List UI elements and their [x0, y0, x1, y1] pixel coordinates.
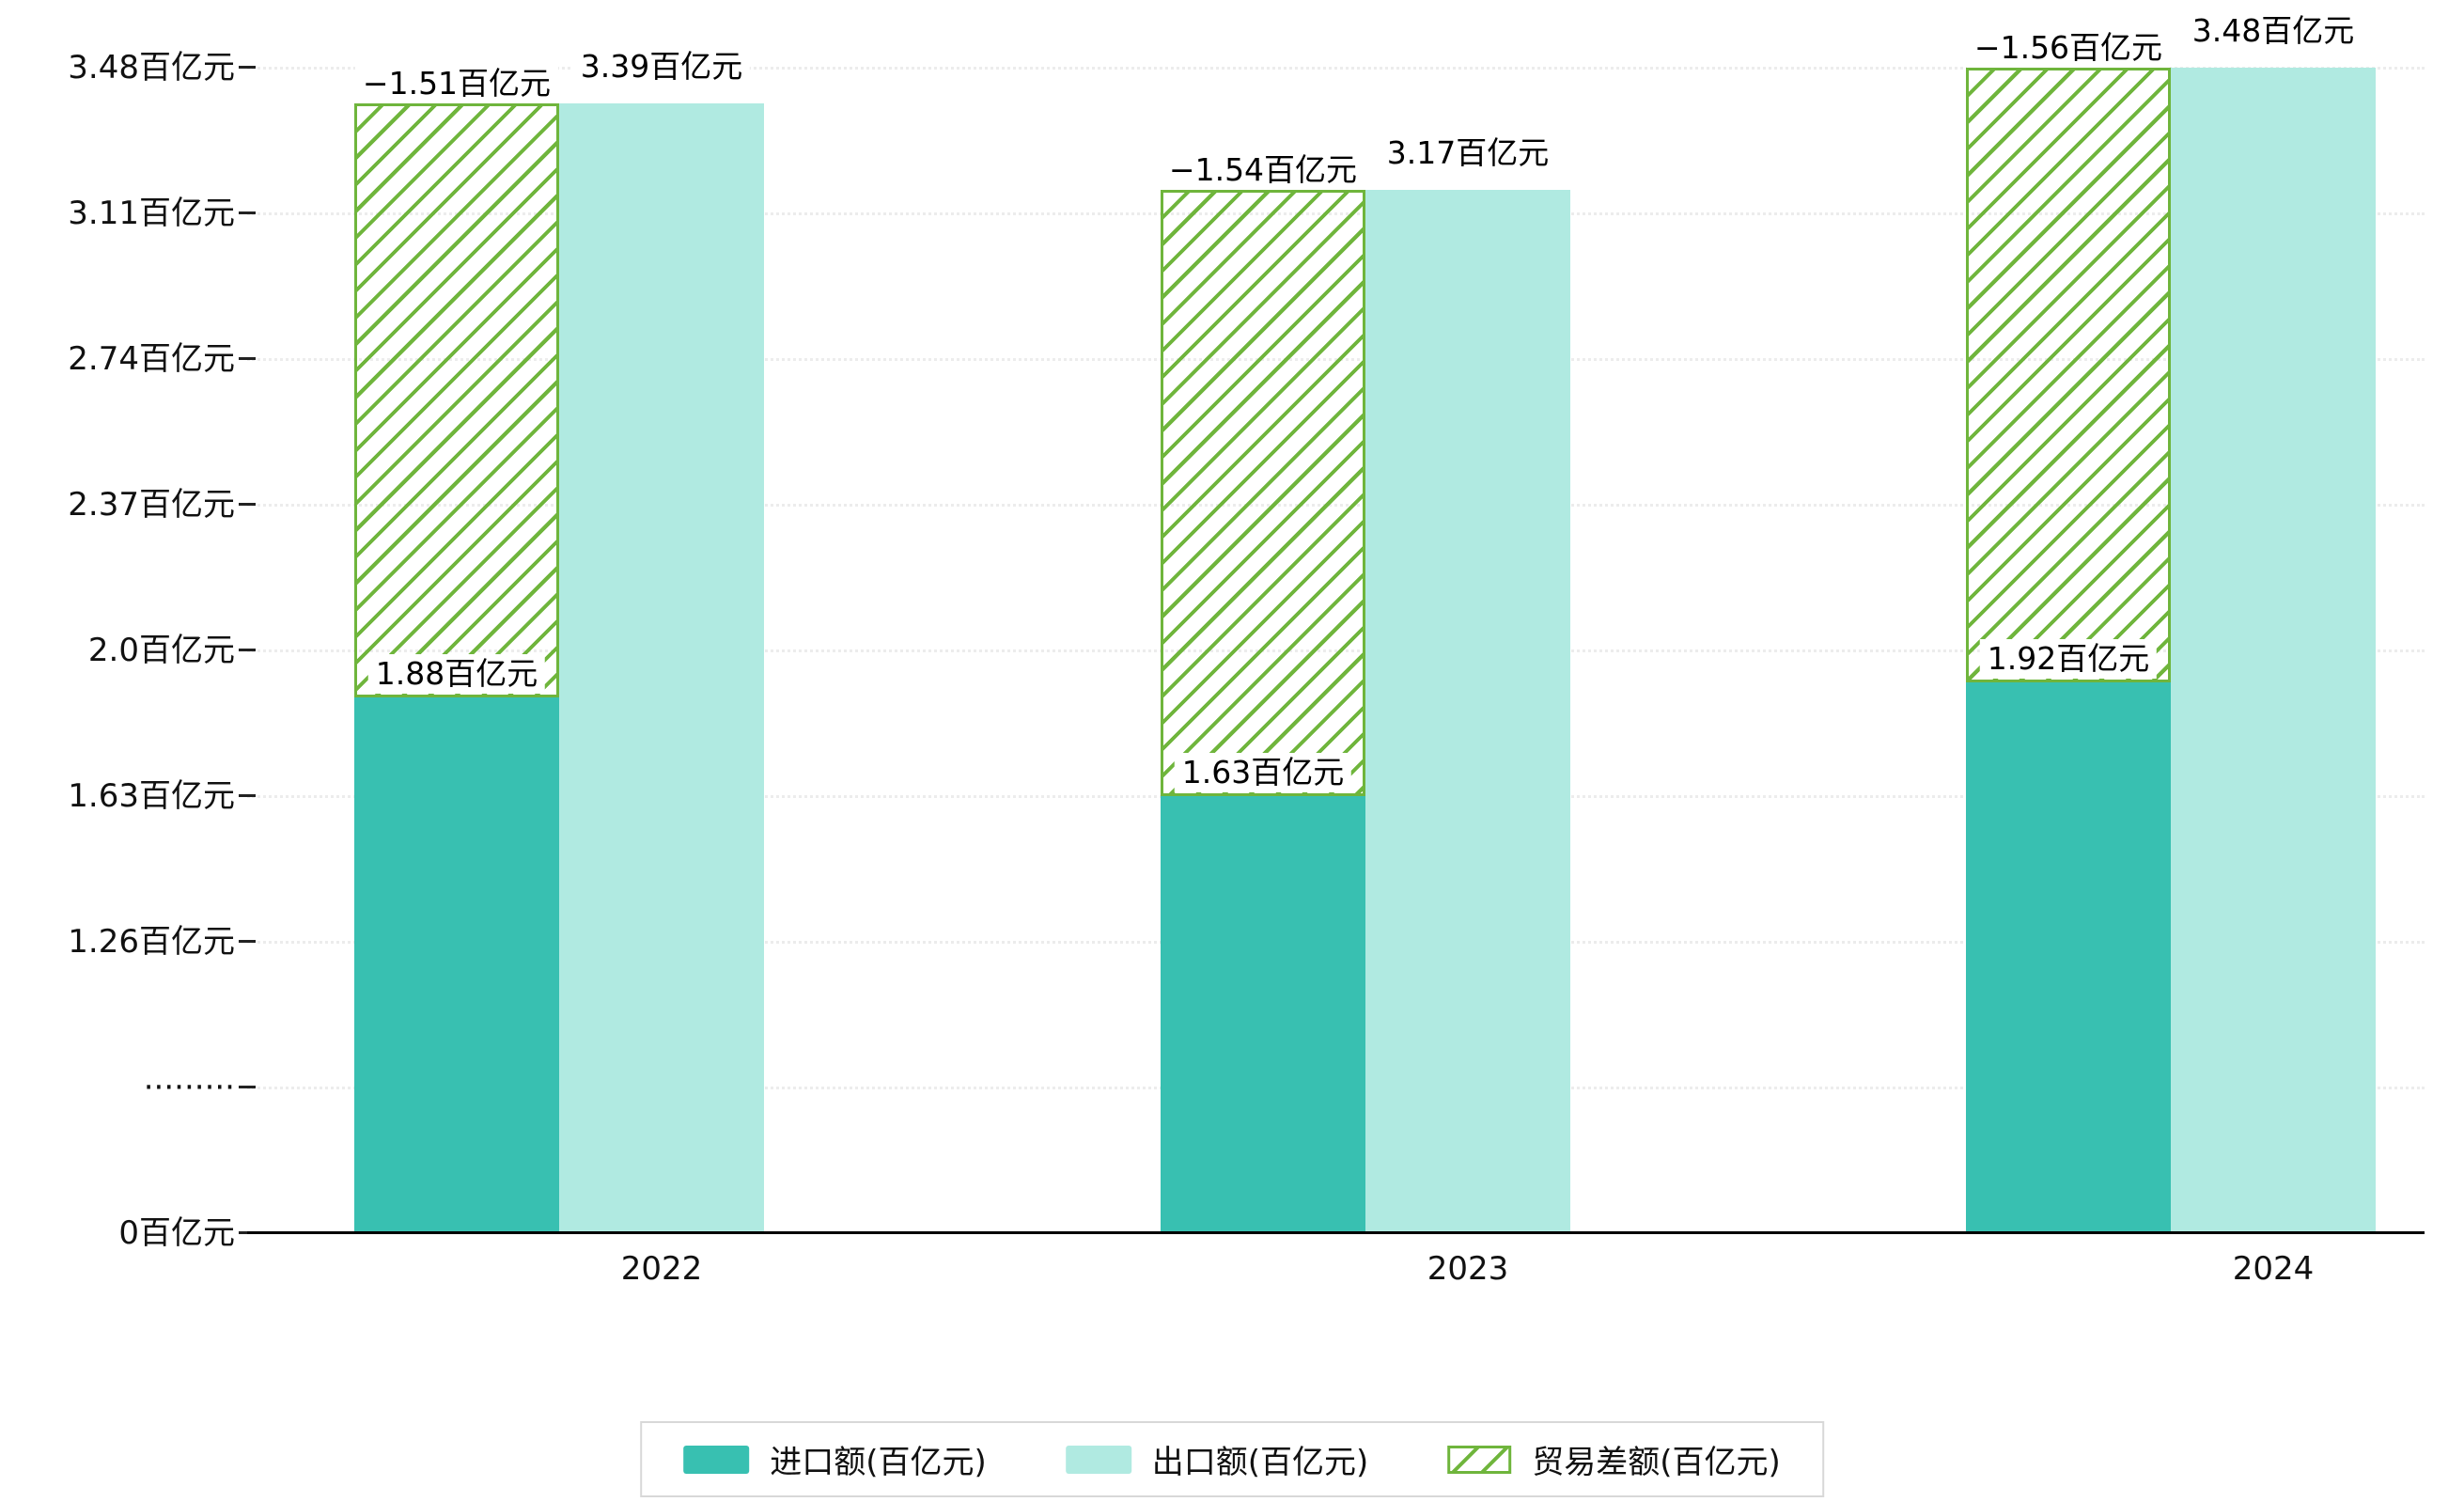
import-value-label: 1.88百亿元 [367, 654, 546, 695]
legend: 进口额(百亿元) 出口额(百亿元) 贸易差额(百亿元) [640, 1421, 1824, 1497]
y-tick-mark [239, 649, 256, 651]
x-axis-tick-label: 2024 [2232, 1250, 2315, 1288]
y-axis-tick-label: 1.63百亿元 [68, 777, 235, 815]
y-tick-mark [239, 940, 256, 943]
y-tick-mark [239, 66, 256, 69]
legend-swatch-import-icon [683, 1445, 750, 1474]
legend-item-import[interactable]: 进口额(百亿元) [683, 1436, 987, 1482]
grid-line [247, 67, 2425, 70]
legend-label-trade-balance: 贸易差额(百亿元) [1532, 1444, 1781, 1481]
y-axis-tick-label: 2.0百亿元 [87, 632, 235, 669]
legend-item-export[interactable]: 出口额(百亿元) [1065, 1436, 1369, 1482]
import-value-label: 1.92百亿元 [1979, 638, 2158, 679]
export-value-label: 3.48百亿元 [2184, 11, 2363, 51]
y-axis-tick-label: 2.74百亿元 [68, 340, 235, 378]
import-bar [354, 697, 559, 1233]
trade-balance-bar [1966, 68, 2171, 682]
y-tick-mark [239, 503, 256, 506]
y-tick-mark [239, 357, 256, 360]
trade-balance-value-label: −1.54百亿元 [1161, 149, 1365, 190]
legend-swatch-export-icon [1065, 1445, 1131, 1474]
export-bar [1365, 189, 1570, 1233]
y-tick-mark [239, 794, 256, 797]
x-axis-tick-label: 2023 [1427, 1250, 1509, 1288]
x-axis-line [247, 1231, 2425, 1234]
import-bar [1161, 796, 1365, 1233]
export-value-label: 3.39百亿元 [572, 46, 751, 86]
y-axis-tick-label: 1.26百亿元 [68, 923, 235, 961]
y-axis-tick-label: 2.37百亿元 [68, 486, 235, 524]
legend-swatch-trade-balance-icon [1447, 1445, 1512, 1474]
x-axis-tick-label: 2022 [620, 1250, 703, 1288]
trade-balance-bar [354, 102, 559, 698]
y-tick-mark [239, 211, 256, 214]
y-axis-tick-label: 3.11百亿元 [68, 195, 235, 232]
export-value-label: 3.17百亿元 [1379, 133, 1557, 173]
y-axis-tick-label: ········· [143, 1069, 235, 1106]
export-bar [559, 102, 764, 1233]
y-axis-tick-label: 0百亿元 [118, 1214, 235, 1252]
legend-item-trade-balance[interactable]: 贸易差额(百亿元) [1447, 1436, 1781, 1482]
import-bar [1966, 681, 2171, 1233]
legend-label-import: 进口额(百亿元) [770, 1444, 987, 1481]
trade-balance-value-label: −1.56百亿元 [1966, 28, 2171, 68]
legend-label-export: 出口额(百亿元) [1151, 1444, 1369, 1481]
y-tick-mark [239, 1086, 256, 1088]
export-bar [2171, 68, 2376, 1233]
trade-balance-bar [1161, 189, 1365, 796]
trade-balance-value-label: −1.51百亿元 [354, 63, 559, 103]
import-value-label: 1.63百亿元 [1174, 753, 1352, 792]
y-axis-tick-label: 3.48百亿元 [68, 49, 235, 86]
